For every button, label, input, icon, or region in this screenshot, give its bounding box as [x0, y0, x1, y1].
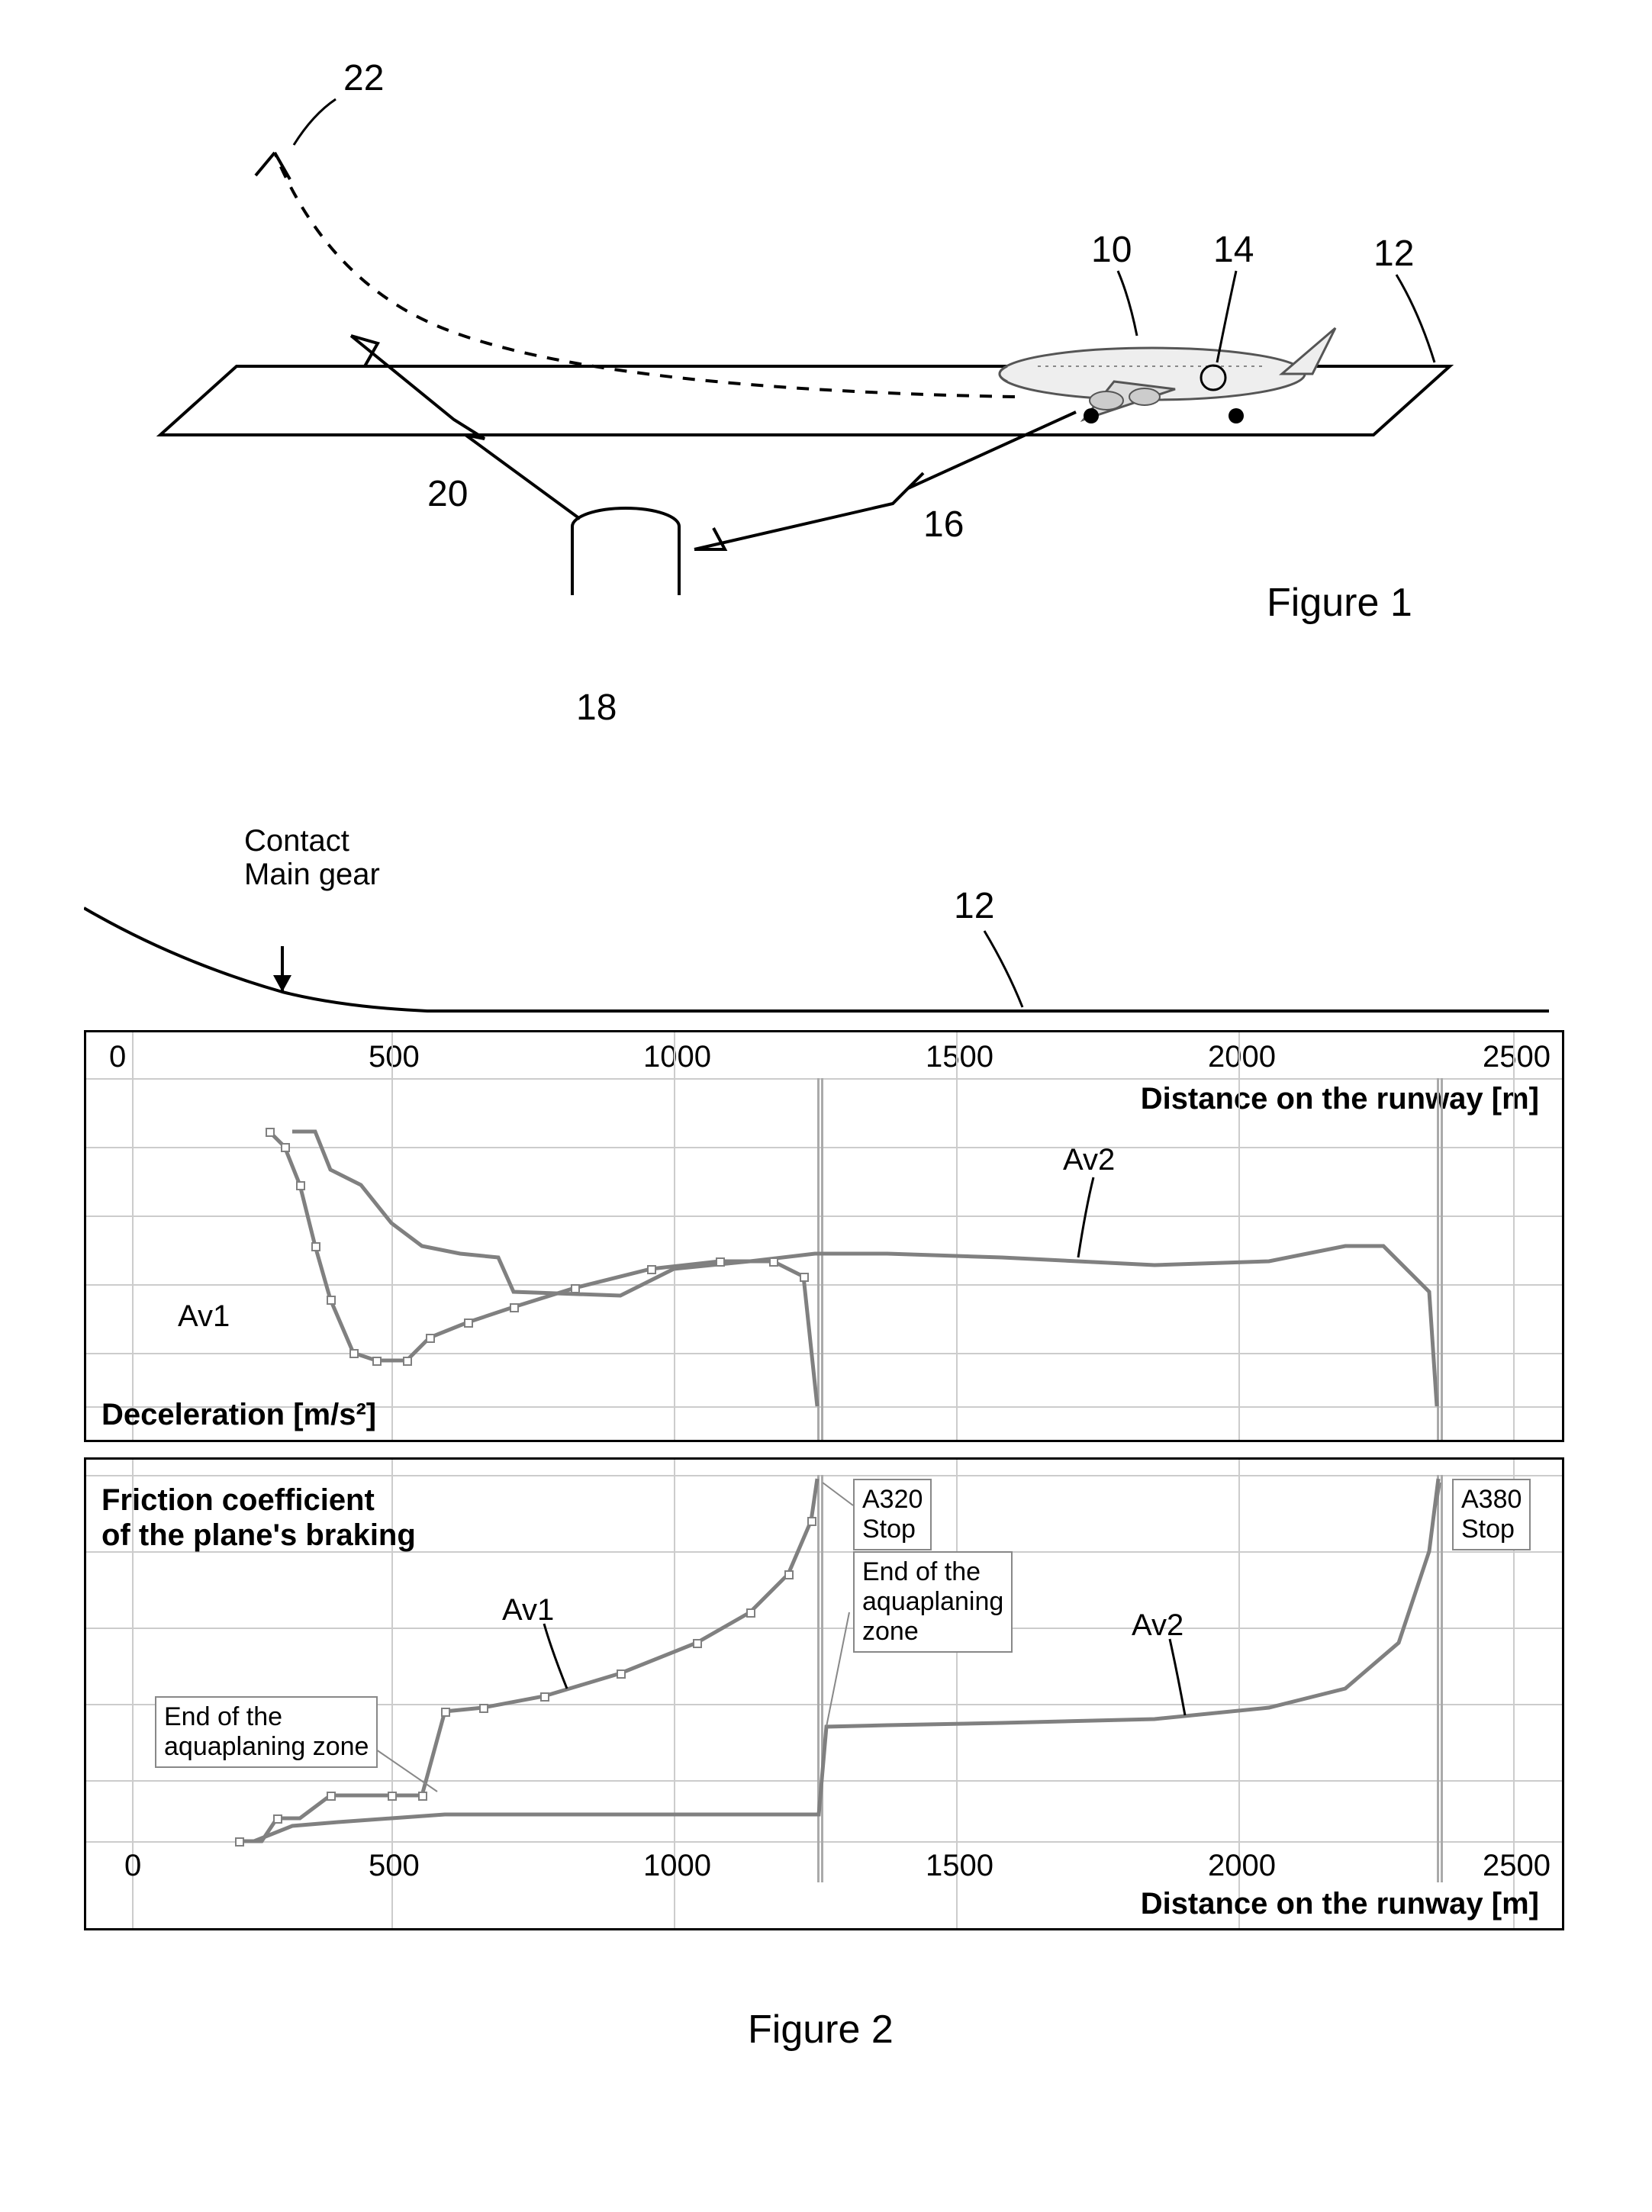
contact-l2: Main gear: [244, 858, 380, 891]
aqua2-l3: zone: [862, 1617, 1003, 1647]
aqua1-l2: aquaplaning zone: [164, 1732, 369, 1762]
ref-18: 18: [576, 687, 617, 729]
ref-16: 16: [923, 504, 964, 546]
fig2-ref-12: 12: [954, 885, 994, 927]
chart-deceleration: 0 500 1000 1500 2000 2500 Distance on th…: [84, 1030, 1564, 1442]
aqua1-l1: End of the: [164, 1702, 369, 1732]
c1-ylabel: Deceleration [m/s²]: [101, 1398, 376, 1432]
callout-a320: A320 Stop: [853, 1479, 932, 1550]
figure-2: Contact Main gear 12 0 500 1000 1500 200…: [84, 824, 1564, 2083]
c2-yl1: Friction coefficient: [101, 1483, 416, 1518]
a380-l1: A380: [1461, 1485, 1522, 1515]
aqua2-l1: End of the: [862, 1557, 1003, 1587]
contact-l1: Contact: [244, 824, 380, 858]
ref-22: 22: [343, 57, 384, 99]
c1-av2: Av2: [1063, 1143, 1115, 1177]
contact-label: Contact Main gear: [244, 824, 380, 891]
callout-aqua2: End of the aquaplaning zone: [853, 1551, 1013, 1653]
c2-xt1: 500: [369, 1849, 420, 1883]
ref-12: 12: [1373, 233, 1414, 275]
ref-20: 20: [427, 473, 468, 515]
fig1-diagram: [137, 61, 1511, 595]
c2-av2: Av2: [1132, 1608, 1183, 1643]
c2-xt5: 2500: [1483, 1849, 1551, 1883]
callout-aqua1: End of the aquaplaning zone: [155, 1696, 378, 1768]
c2-xlabel: Distance on the runway [m]: [1141, 1887, 1539, 1921]
chart-friction: Friction coefficient of the plane's brak…: [84, 1457, 1564, 1930]
figure2-label: Figure 2: [748, 2007, 894, 2053]
a380-l2: Stop: [1461, 1515, 1522, 1544]
c2-xt3: 1500: [926, 1849, 993, 1883]
aqua2-l2: aquaplaning: [862, 1587, 1003, 1617]
ref-10: 10: [1091, 229, 1132, 271]
ref-14: 14: [1213, 229, 1254, 271]
c2-av1: Av1: [502, 1593, 554, 1628]
c1-av1: Av1: [178, 1299, 230, 1334]
c2-xt4: 2000: [1208, 1849, 1276, 1883]
a320-l2: Stop: [862, 1515, 923, 1544]
c2-yl2: of the plane's braking: [101, 1518, 416, 1553]
c1-plot: [86, 1032, 1567, 1444]
figure1-label: Figure 1: [1267, 580, 1412, 626]
c2-xt2: 1000: [643, 1849, 711, 1883]
callout-a380: A380 Stop: [1452, 1479, 1531, 1550]
c2-ylabel: Friction coefficient of the plane's brak…: [101, 1483, 416, 1553]
landing-profile: [84, 877, 1564, 1030]
a320-l1: A320: [862, 1485, 923, 1515]
c2-xt0: 0: [124, 1849, 141, 1883]
figure-1: 22 10 14 12 16 20 18 Figure 1: [137, 61, 1511, 595]
